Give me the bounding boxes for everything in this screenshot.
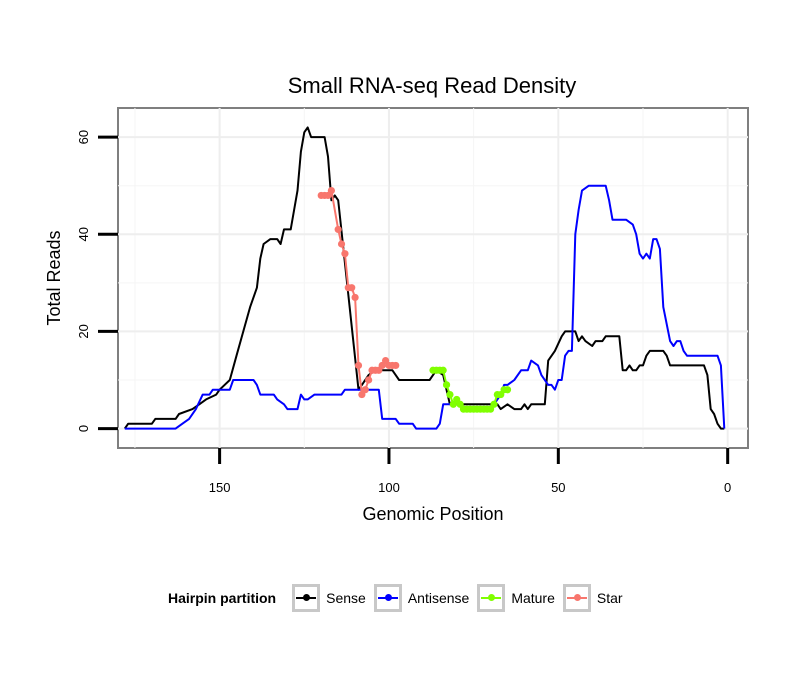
sense-key-icon [292, 584, 321, 612]
data-point-star [392, 361, 400, 370]
series-line-antisense [124, 184, 726, 430]
data-point-star [365, 376, 373, 384]
antisense-key-icon [373, 584, 402, 612]
data-point-star [348, 284, 356, 292]
data-point-mature [439, 366, 447, 374]
data-point-star [351, 293, 359, 302]
grid [118, 108, 748, 448]
series-antisense [124, 184, 726, 430]
data-point-mature [490, 400, 498, 408]
mature-key-icon [477, 584, 506, 612]
data-point-star [327, 186, 335, 195]
axes: 150 100 50 0 0 20 40 60 [76, 130, 731, 495]
y-tick-label: 40 [76, 227, 91, 241]
chart-title: Small RNA-seq Read Density [288, 73, 577, 98]
legend: Hairpin partition Sense Antisense Mature… [168, 580, 631, 616]
legend-item-sense: Sense [292, 584, 366, 612]
data-point-star [334, 225, 342, 234]
star-key-icon [562, 584, 591, 612]
data-point-star [361, 386, 369, 394]
legend-label-antisense: Antisense [407, 590, 470, 606]
x-tick-label: 150 [209, 480, 231, 495]
y-axis-title: Total Reads [44, 230, 64, 325]
y-tick-label: 20 [76, 324, 91, 338]
y-tick-label: 0 [76, 425, 91, 432]
y-tick-label: 60 [76, 130, 91, 144]
data-point-mature [442, 381, 451, 389]
data-point-star [341, 250, 349, 258]
legend-title: Hairpin partition [168, 590, 277, 606]
legend-item-star: Star [562, 584, 623, 612]
data-point-star [354, 361, 363, 370]
x-tick-label: 0 [724, 480, 731, 495]
legend-item-mature: Mature [477, 584, 555, 612]
x-axis-title: Genomic Position [362, 504, 503, 524]
data-point-mature [446, 390, 454, 399]
x-tick-label: 100 [378, 480, 400, 495]
legend-item-antisense: Antisense [373, 584, 470, 612]
series-star [317, 186, 400, 399]
data-point-star [337, 240, 346, 248]
legend-label-mature: Mature [511, 590, 555, 606]
x-tick-label: 50 [551, 480, 565, 495]
data-point-mature [503, 386, 512, 394]
series-sense [123, 126, 725, 430]
series-line-sense [123, 126, 725, 430]
legend-label-sense: Sense [326, 590, 366, 606]
series-layer [123, 126, 726, 430]
series-mature [429, 366, 512, 413]
legend-label-star: Star [596, 590, 623, 606]
